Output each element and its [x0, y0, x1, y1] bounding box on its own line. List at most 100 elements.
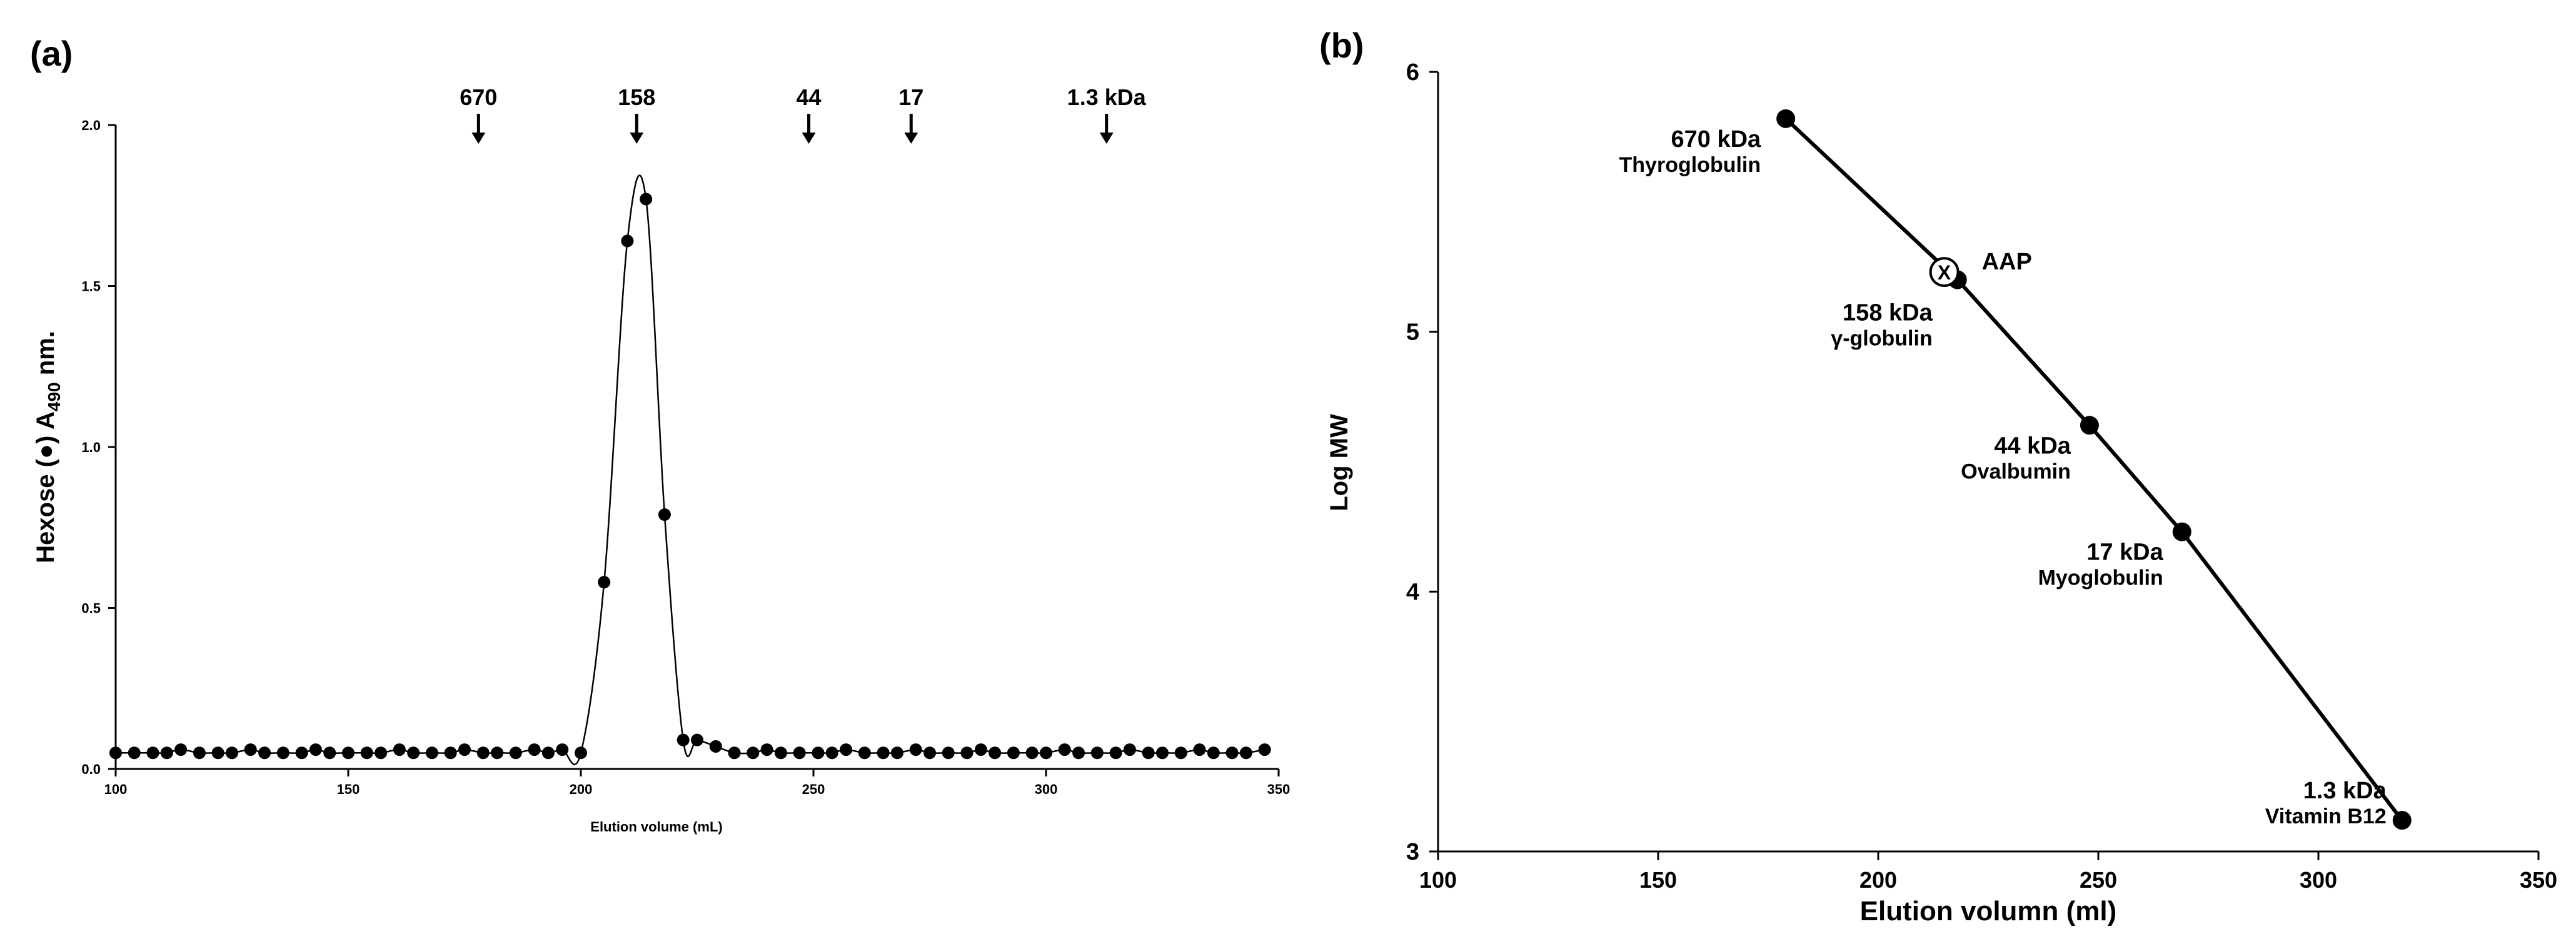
point-label-mw: 17 kDa — [2086, 540, 2163, 566]
ylabel-text-1: Hexose ( — [32, 458, 59, 563]
panel-b: (b) 100 150 200 250 300 350 3 4 5 6 Log MW Eluti… — [1319, 26, 2557, 926]
data-point — [974, 743, 987, 756]
panel-b-points — [1776, 109, 2412, 830]
panel-b-label: (b) — [1319, 26, 1364, 65]
panel-b-y-label: Log MW — [1326, 414, 1353, 511]
y-tick-label: 2.0 — [81, 118, 101, 133]
data-point — [1239, 746, 1252, 760]
sample-name: AAP — [1982, 249, 2032, 275]
data-point — [244, 743, 257, 756]
data-point — [295, 746, 308, 760]
x-tick-label: 300 — [1035, 781, 1058, 797]
data-point — [747, 746, 760, 760]
data-point — [1142, 746, 1155, 760]
data-point — [658, 508, 671, 521]
data-point — [393, 743, 406, 756]
arrow-down-icon — [471, 133, 486, 144]
data-point — [146, 746, 159, 760]
ylabel-text-3: nm. — [32, 331, 59, 382]
data-point — [258, 746, 271, 760]
panel-a-x-label: Elution volume (mL) — [590, 819, 722, 835]
arrow-down-icon — [802, 133, 816, 144]
data-point — [226, 746, 238, 760]
y-tick-label: 1.0 — [81, 439, 101, 455]
data-point — [109, 746, 122, 760]
y-tick-label: 6 — [1406, 59, 1419, 86]
data-point — [640, 193, 653, 206]
panel-b-fit-line — [1784, 117, 2404, 821]
data-point — [2080, 416, 2099, 435]
data-point — [877, 746, 890, 760]
panel-a-x-ticks: 100 150 200 250 300 350 — [104, 769, 1291, 797]
x-tick-label: 350 — [1267, 781, 1291, 797]
panel-b-sample: X AAP — [1929, 249, 2032, 288]
data-point — [491, 746, 504, 760]
data-point — [793, 746, 806, 760]
x-tick-label: 100 — [1419, 867, 1457, 893]
data-point — [1207, 746, 1220, 760]
data-point — [2392, 811, 2412, 830]
data-point — [342, 746, 355, 760]
data-point — [556, 743, 569, 756]
data-point — [160, 746, 173, 760]
ylabel-subscript: 490 — [44, 382, 64, 411]
panel-b-y-ticks: 3 4 5 6 — [1406, 59, 1438, 865]
y-tick-label: 5 — [1406, 319, 1419, 346]
point-label-mw: 1.3 kDa — [2303, 778, 2387, 804]
data-point — [760, 743, 773, 756]
data-point — [989, 746, 1002, 760]
data-point — [1174, 746, 1187, 760]
data-point — [1040, 746, 1052, 760]
arrow-down-icon — [904, 133, 918, 144]
data-point — [909, 743, 922, 756]
x-tick-label: 150 — [337, 781, 360, 797]
point-label-protein: Thyroglobulin — [1619, 153, 1761, 177]
y-tick-label: 0.0 — [81, 761, 101, 777]
panel-a: (a) 100 150 200 250 300 350 0.0 0.5 1.0 1.5 2.0 H… — [30, 34, 1290, 835]
mw-marker-label: 44 — [797, 84, 822, 110]
y-tick-label: 3 — [1406, 839, 1419, 865]
data-point — [960, 746, 974, 760]
panel-b-x-ticks: 100 150 200 250 300 350 — [1419, 851, 2557, 893]
data-point — [709, 740, 722, 753]
data-point — [174, 743, 188, 756]
data-point — [541, 746, 555, 760]
data-point — [476, 746, 490, 760]
arrow-down-icon — [630, 133, 644, 144]
x-tick-label: 250 — [802, 781, 825, 797]
x-tick-label: 150 — [1639, 867, 1677, 893]
point-label-mw: 158 kDa — [1843, 300, 1933, 326]
mw-marker-label: 1.3 kDa — [1067, 84, 1147, 110]
x-tick-label: 350 — [2520, 867, 2557, 893]
x-tick-label: 250 — [2080, 867, 2117, 893]
data-point — [1090, 746, 1104, 760]
point-label-protein: Ovalbumin — [1961, 459, 2071, 483]
point-label-mw: 670 kDa — [1671, 126, 1761, 153]
point-label-mw: 44 kDa — [1994, 433, 2071, 459]
data-point — [1058, 743, 1071, 756]
panel-a-curve — [115, 174, 1265, 765]
data-point — [193, 746, 206, 760]
data-point — [128, 746, 141, 760]
data-point — [360, 746, 373, 760]
data-point — [942, 746, 955, 760]
data-point — [528, 743, 541, 756]
data-point — [309, 743, 322, 756]
y-tick-label: 0.5 — [81, 601, 101, 616]
data-point — [444, 746, 457, 760]
arrow-down-icon — [1099, 133, 1114, 144]
data-point — [458, 743, 471, 756]
mw-marker-label: 158 — [618, 84, 655, 110]
sample-marker: X — [1938, 261, 1951, 284]
ylabel-text-2: ) A — [32, 411, 59, 444]
panel-a-points — [109, 193, 1271, 760]
panel-a-y-label: Hexose (●) A490 nm. — [32, 331, 64, 563]
data-point — [1258, 743, 1271, 756]
data-point — [840, 743, 853, 756]
data-point — [575, 746, 587, 760]
point-label-protein: Myoglobulin — [2038, 566, 2163, 590]
data-point — [1123, 743, 1136, 756]
data-point — [598, 576, 611, 589]
